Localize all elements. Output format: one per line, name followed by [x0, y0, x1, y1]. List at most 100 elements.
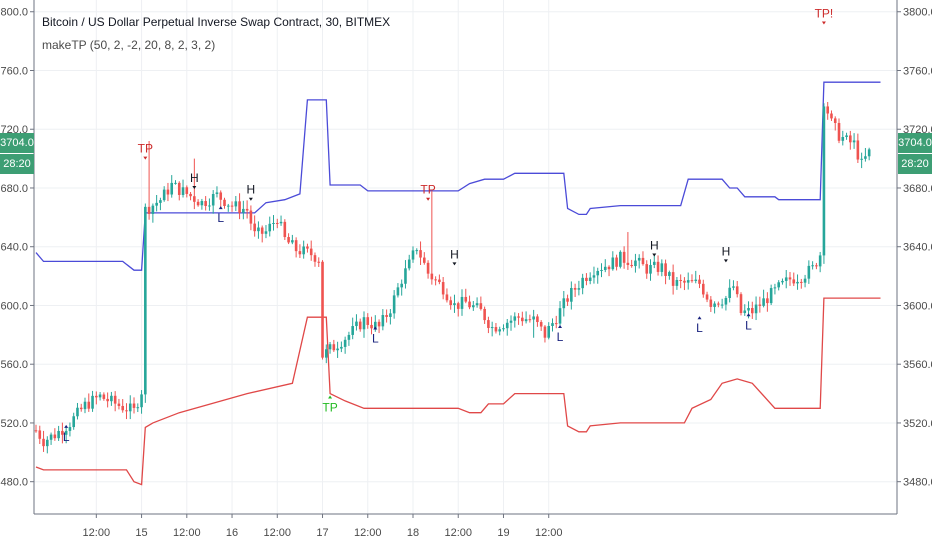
x-tick-label: 12:00: [444, 527, 472, 539]
candle: [656, 255, 660, 276]
marker-label: H: [722, 244, 731, 258]
candle: [309, 240, 313, 261]
candle: [121, 399, 125, 413]
candle: [38, 425, 42, 445]
upper-band-group: [35, 81, 881, 271]
candle-body: [249, 210, 253, 224]
candle: [313, 252, 317, 267]
candle: [347, 331, 351, 346]
candle-body: [536, 316, 539, 323]
candle-body: [517, 316, 520, 318]
candle-body: [781, 280, 784, 283]
candle: [147, 140, 151, 220]
candle: [366, 313, 370, 329]
candle-body: [98, 394, 102, 398]
candle: [415, 248, 419, 255]
candle-body: [558, 308, 562, 324]
candle: [619, 250, 622, 269]
x-tick-label: 16: [226, 527, 238, 539]
candle-body: [570, 287, 573, 302]
candle: [392, 290, 396, 319]
marker-h: H: [722, 244, 731, 263]
marker-arrow: [558, 325, 563, 329]
candle-body: [83, 401, 87, 410]
candle: [317, 257, 321, 267]
candle: [679, 274, 682, 289]
lower-band-group: [35, 297, 881, 486]
candle: [419, 241, 422, 266]
candle: [468, 295, 471, 310]
candle-body: [626, 262, 630, 265]
candle: [151, 203, 155, 223]
candle: [502, 324, 505, 332]
x-tick-label: 12:00: [354, 527, 382, 539]
candle: [128, 395, 132, 420]
marker-tp: TP: [420, 183, 436, 201]
candle: [460, 289, 464, 316]
candle: [68, 422, 72, 437]
candle: [400, 279, 403, 296]
candle: [193, 158, 196, 210]
candle-body: [336, 348, 339, 351]
candle: [487, 316, 490, 334]
candle: [426, 260, 430, 279]
candle-body: [136, 407, 140, 409]
candle: [543, 325, 547, 343]
candle-body: [864, 156, 867, 159]
candle-body: [505, 322, 509, 329]
candle-body: [242, 208, 245, 213]
upper-band-line: [35, 81, 881, 271]
candle-body: [366, 317, 370, 325]
candle: [456, 301, 460, 317]
candle-body: [181, 187, 185, 195]
candle: [513, 312, 517, 328]
candle: [566, 294, 569, 307]
candle-body: [332, 344, 336, 351]
candle: [441, 276, 445, 300]
candle-body: [407, 259, 411, 269]
candle: [505, 319, 509, 336]
candle: [596, 267, 600, 284]
candle-body: [803, 278, 807, 283]
candle-body: [370, 324, 373, 329]
candle: [407, 254, 411, 271]
candle-body: [279, 221, 283, 224]
candle-body: [313, 255, 317, 262]
candle-body: [577, 288, 581, 290]
candle-body: [777, 282, 780, 288]
marker-label: TP!: [815, 6, 834, 20]
candle: [769, 284, 773, 305]
candle: [404, 260, 407, 289]
y-tick-label-right: 3480.0: [903, 477, 932, 489]
candle: [626, 232, 630, 270]
candle-body: [656, 261, 660, 272]
marker-arrow: [218, 206, 223, 210]
marker-arrow: [697, 316, 702, 320]
candle-body: [358, 321, 362, 330]
candle-body: [735, 286, 739, 295]
candle-body: [547, 325, 551, 338]
candle: [381, 309, 385, 331]
candle-body: [343, 339, 347, 347]
candle-body: [690, 280, 694, 282]
candle-body: [472, 305, 475, 308]
candle: [573, 283, 577, 297]
candle: [272, 215, 275, 231]
candle-body: [456, 303, 460, 309]
candle: [551, 318, 554, 332]
x-tick-label: 12:00: [264, 527, 292, 539]
candle: [735, 280, 739, 298]
marker-label: H: [450, 247, 459, 261]
candle-body: [426, 262, 430, 274]
candle-body: [830, 113, 833, 119]
candle-body: [698, 279, 701, 284]
y-tick-label-left: 3800.0: [0, 7, 28, 19]
candle-body: [230, 205, 234, 207]
candle-body: [347, 334, 351, 340]
candle: [287, 233, 290, 245]
candle-body: [490, 327, 494, 329]
candle: [321, 260, 324, 360]
y-tick-label-left: 3760.0: [0, 65, 28, 77]
